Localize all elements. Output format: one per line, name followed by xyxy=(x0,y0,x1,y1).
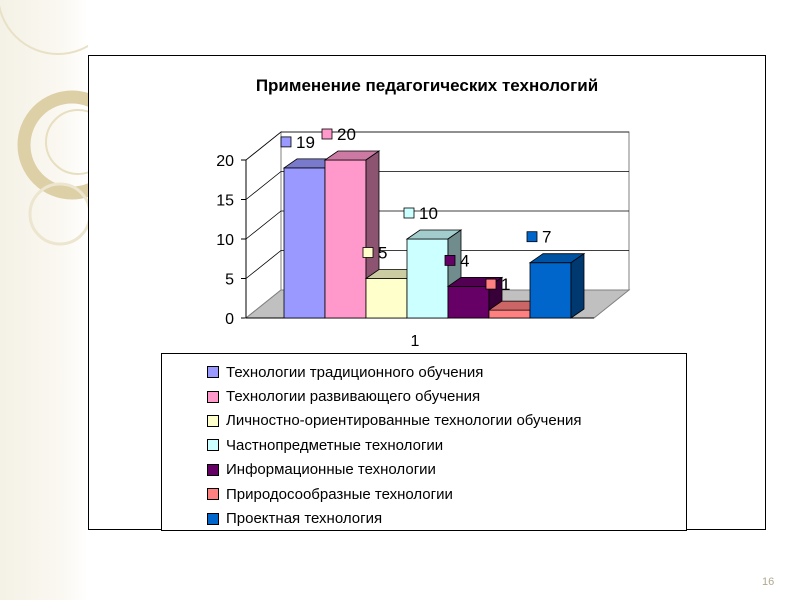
legend-swatch xyxy=(207,366,219,379)
data-label: 20 xyxy=(337,125,356,144)
data-label-swatch xyxy=(321,128,333,140)
legend-item: Природосообразные технологии xyxy=(207,482,686,506)
y-tick-label: 0 xyxy=(225,311,234,328)
bar-front xyxy=(406,238,449,319)
legend-item: Частнопредметные технологии xyxy=(207,433,686,457)
legend: Технологии традиционного обучения Техноло… xyxy=(161,353,687,531)
data-label-swatch xyxy=(485,278,497,290)
bar xyxy=(528,252,586,319)
legend-swatch xyxy=(207,512,219,525)
slide-number: 16 xyxy=(762,576,775,588)
bar-front xyxy=(324,159,367,319)
ring-decoration xyxy=(0,4,88,246)
gridline xyxy=(245,250,629,279)
data-label: 5 xyxy=(378,244,387,263)
data-label-swatch xyxy=(362,247,374,258)
bar-front xyxy=(529,262,572,319)
gridline xyxy=(245,131,629,161)
data-label: 19 xyxy=(296,133,315,152)
top-ring xyxy=(0,4,88,55)
gridline xyxy=(245,210,629,240)
legend-label: Проектная технология xyxy=(226,510,383,528)
legend-item: Личностно-ориентированные технологии обу… xyxy=(207,409,686,433)
legend-swatch xyxy=(207,463,219,476)
legend-swatch xyxy=(207,390,219,403)
legend-label: Природосообразные технологии xyxy=(226,485,453,503)
bar-front xyxy=(365,278,408,319)
bar-front xyxy=(283,167,326,319)
y-tick-label: 10 xyxy=(216,232,234,249)
inner-ring xyxy=(45,109,88,175)
slide-decoration-panel xyxy=(0,0,88,600)
legend-swatch xyxy=(207,414,219,427)
y-tick-label: 15 xyxy=(216,193,234,210)
data-label-swatch xyxy=(403,207,415,219)
bar-chart: 0 5 10 15 20 1 19 20 5 10 4 1 7 xyxy=(216,125,631,350)
legend-label: Личностно-ориентированные технологии обу… xyxy=(226,412,582,430)
y-tick-label: 5 xyxy=(225,272,234,289)
large-ring xyxy=(17,90,88,200)
legend-item: Технологии традиционного обучения xyxy=(207,360,686,384)
chart-title: Применение педагогических технологий xyxy=(255,76,599,95)
legend-item: Информационные технологии xyxy=(207,458,686,482)
lower-ring xyxy=(28,182,88,246)
data-label-swatch xyxy=(444,254,456,266)
legend-swatch xyxy=(207,439,219,452)
data-label: 1 xyxy=(501,275,510,294)
data-label: 7 xyxy=(542,228,551,247)
legend-label: Технологии развивающего обучения xyxy=(226,388,481,406)
data-label: 4 xyxy=(460,251,469,270)
bar-front xyxy=(488,309,531,319)
chart-area: 0 5 10 15 20 1 19 20 5 10 4 1 7 Применение педагогич… xyxy=(88,55,766,531)
data-label-swatch xyxy=(280,136,292,148)
bar-side xyxy=(570,252,585,319)
y-tick-label: 20 xyxy=(216,153,234,170)
legend-swatch xyxy=(207,488,219,501)
data-label-swatch xyxy=(526,231,538,243)
legend-label: Частнопредметные технологии xyxy=(226,436,444,454)
legend-label: Информационные технологии xyxy=(226,461,436,479)
data-label: 10 xyxy=(419,204,438,223)
legend-item: Технологии развивающего обучения xyxy=(207,384,686,408)
legend-item: Проектная технология xyxy=(207,506,686,530)
gridline xyxy=(245,171,629,200)
legend-label: Технологии традиционного обучения xyxy=(226,363,484,381)
bar-front xyxy=(447,285,490,319)
x-tick-label: 1 xyxy=(411,333,420,350)
